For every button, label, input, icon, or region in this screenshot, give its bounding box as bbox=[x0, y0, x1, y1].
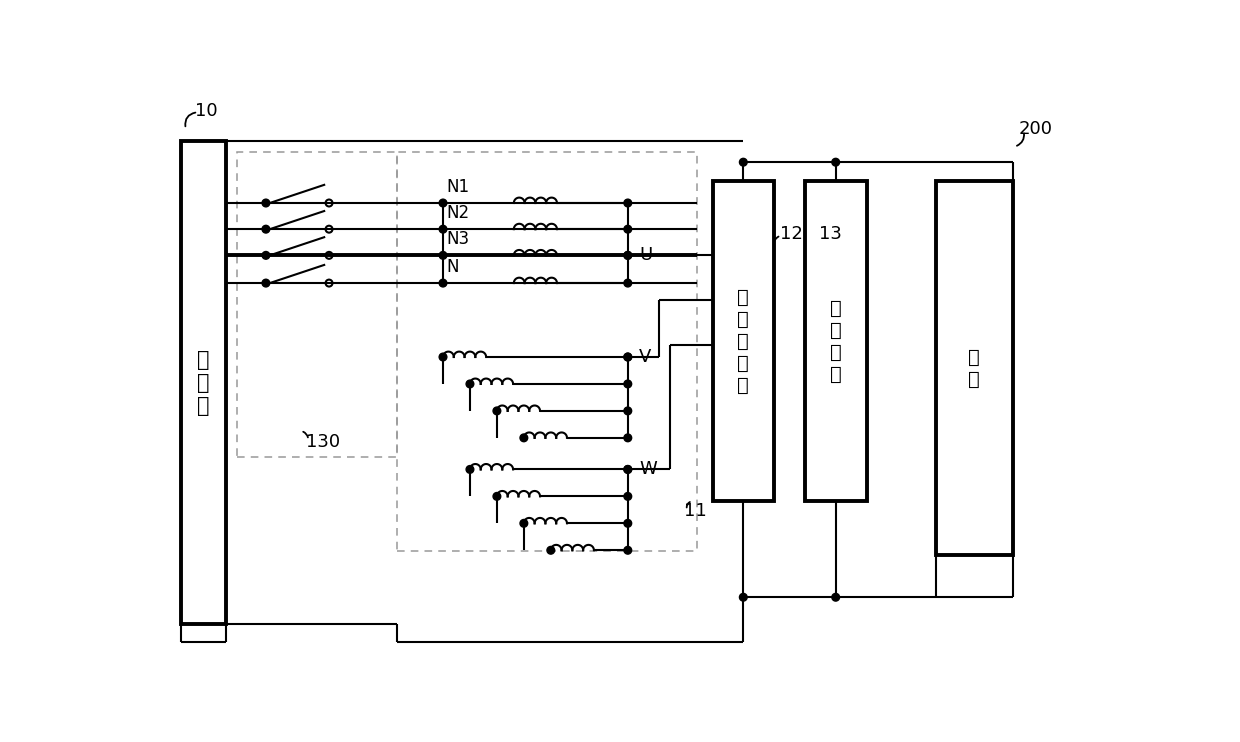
Circle shape bbox=[624, 199, 631, 207]
Circle shape bbox=[439, 353, 446, 361]
Text: 12: 12 bbox=[780, 225, 804, 243]
Circle shape bbox=[494, 493, 501, 500]
Circle shape bbox=[439, 199, 446, 207]
Circle shape bbox=[547, 546, 554, 554]
Text: 10: 10 bbox=[195, 102, 218, 119]
Circle shape bbox=[624, 252, 631, 259]
Circle shape bbox=[520, 434, 528, 441]
Circle shape bbox=[624, 226, 631, 233]
Text: 充
电
口: 充 电 口 bbox=[197, 349, 210, 416]
Circle shape bbox=[439, 279, 446, 287]
Circle shape bbox=[439, 252, 446, 259]
Circle shape bbox=[624, 252, 631, 259]
Text: N: N bbox=[446, 258, 459, 276]
Circle shape bbox=[739, 594, 748, 601]
Circle shape bbox=[832, 158, 839, 166]
Bar bbox=[397, 152, 697, 551]
Circle shape bbox=[624, 353, 631, 361]
Circle shape bbox=[439, 226, 446, 233]
Text: 桥
臂
变
换
器: 桥 臂 变 换 器 bbox=[738, 288, 749, 395]
Text: N3: N3 bbox=[446, 231, 470, 249]
Circle shape bbox=[624, 465, 631, 473]
Circle shape bbox=[739, 158, 748, 166]
Bar bbox=[936, 182, 1013, 555]
Bar bbox=[237, 152, 397, 457]
Text: 11: 11 bbox=[684, 502, 707, 520]
Bar bbox=[805, 182, 867, 501]
Text: 双
向
桥
臂: 双 向 桥 臂 bbox=[830, 299, 842, 384]
Circle shape bbox=[624, 380, 631, 388]
Text: W: W bbox=[640, 461, 657, 479]
Circle shape bbox=[832, 594, 839, 601]
Circle shape bbox=[624, 493, 631, 500]
Circle shape bbox=[262, 226, 270, 233]
Circle shape bbox=[624, 434, 631, 441]
Text: V: V bbox=[640, 348, 652, 366]
Text: U: U bbox=[640, 246, 652, 264]
Bar bbox=[713, 182, 774, 501]
Bar bbox=[181, 142, 226, 624]
Text: N2: N2 bbox=[446, 204, 470, 223]
Circle shape bbox=[624, 279, 631, 287]
Circle shape bbox=[494, 407, 501, 415]
Circle shape bbox=[520, 519, 528, 527]
Circle shape bbox=[466, 380, 474, 388]
Text: 130: 130 bbox=[306, 433, 340, 450]
Circle shape bbox=[624, 519, 631, 527]
Text: 13: 13 bbox=[818, 225, 842, 243]
Circle shape bbox=[262, 279, 270, 287]
Text: 电
池: 电 池 bbox=[968, 348, 980, 389]
Circle shape bbox=[262, 252, 270, 259]
Circle shape bbox=[262, 199, 270, 207]
Circle shape bbox=[466, 465, 474, 473]
Text: N1: N1 bbox=[446, 178, 470, 196]
Circle shape bbox=[624, 353, 631, 361]
Circle shape bbox=[624, 465, 631, 473]
Text: 200: 200 bbox=[1019, 120, 1053, 138]
Circle shape bbox=[624, 546, 631, 554]
Circle shape bbox=[624, 407, 631, 415]
